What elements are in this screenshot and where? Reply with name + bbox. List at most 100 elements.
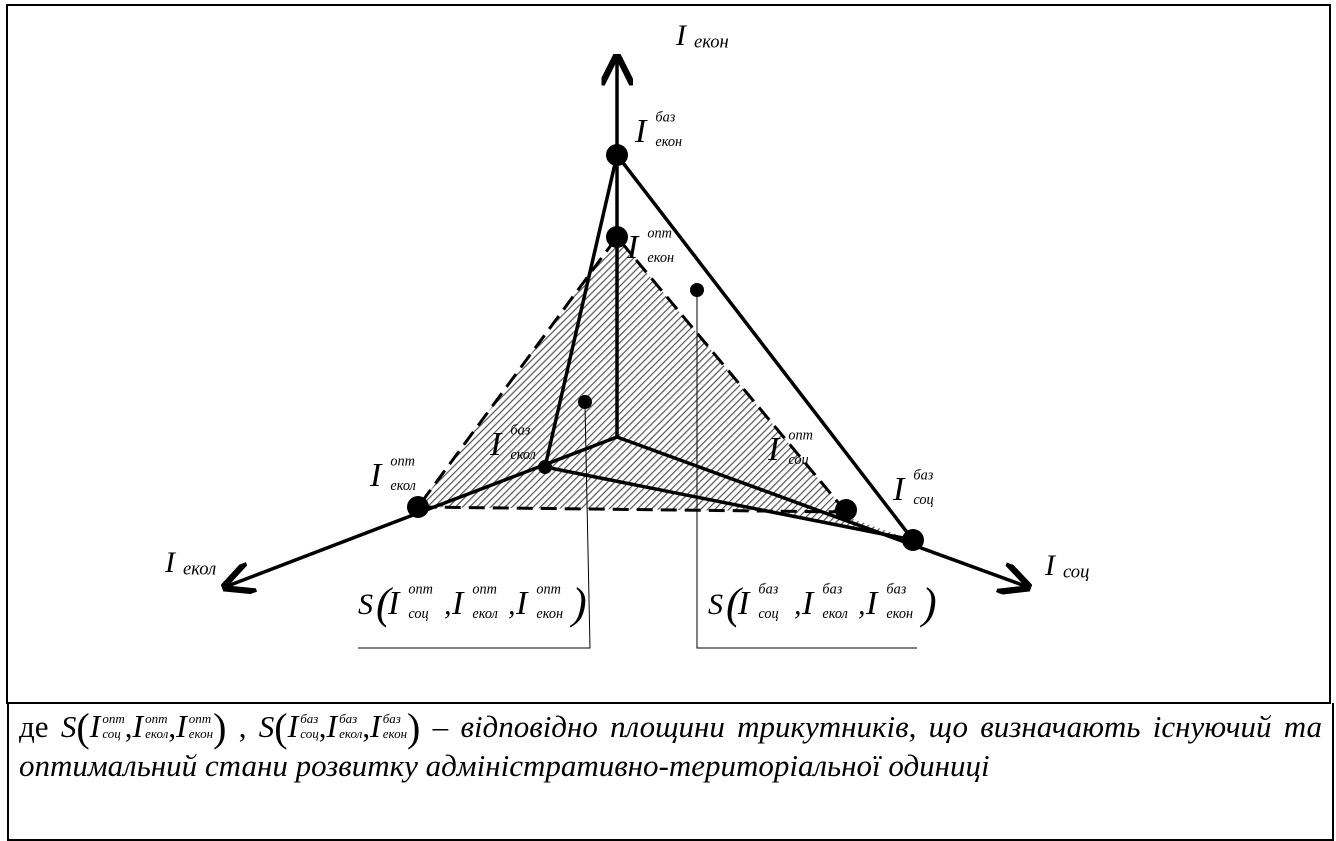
term-sub: екол bbox=[390, 478, 415, 494]
term-sup: баз bbox=[339, 711, 358, 726]
separator: , bbox=[238, 709, 247, 744]
term-sub: екон bbox=[382, 726, 408, 741]
term-base: I bbox=[626, 229, 640, 266]
term-base: I bbox=[369, 457, 383, 494]
term-sup: баз bbox=[510, 423, 530, 439]
term-base: I bbox=[489, 426, 503, 463]
term-base: I bbox=[132, 708, 144, 744]
term-sup: баз bbox=[822, 582, 842, 598]
term-sub: екол bbox=[822, 606, 847, 622]
term-sup: баз bbox=[382, 711, 401, 726]
optimal-area bbox=[418, 237, 846, 512]
term-sup: опт bbox=[102, 711, 125, 726]
sep: , bbox=[168, 709, 177, 744]
term-sub: екон bbox=[536, 606, 563, 622]
sep: , bbox=[508, 588, 516, 621]
term-base: I bbox=[515, 585, 529, 622]
term-base: I bbox=[164, 546, 177, 579]
term-base: I bbox=[370, 708, 381, 744]
term-base: I bbox=[634, 113, 648, 150]
term-sub: соц bbox=[408, 606, 428, 622]
paren: ( bbox=[726, 579, 743, 628]
term-base: I bbox=[1044, 549, 1057, 582]
area-prefix: S bbox=[258, 709, 275, 744]
term-sup: опт bbox=[188, 711, 212, 726]
term-sub: екол bbox=[472, 606, 497, 622]
term-base: I bbox=[176, 708, 187, 744]
paren: ( bbox=[376, 579, 393, 628]
term-sub: екол bbox=[339, 726, 363, 741]
term-base: I bbox=[326, 708, 338, 744]
term-base: I bbox=[767, 431, 781, 468]
term-sub: екон bbox=[655, 134, 682, 150]
term-sup: опт bbox=[647, 226, 672, 242]
sep: , bbox=[858, 588, 866, 621]
term-sub: екон bbox=[886, 606, 913, 622]
term-base: I bbox=[865, 585, 879, 622]
term-sup: опт bbox=[472, 582, 497, 598]
term-base: I bbox=[287, 708, 299, 744]
sep: , bbox=[362, 709, 371, 744]
term-sub: соц bbox=[300, 726, 319, 741]
term-sup: опт bbox=[390, 454, 415, 470]
term-sup: опт bbox=[536, 582, 561, 598]
term-sup: опт bbox=[788, 428, 813, 444]
term-sup: баз bbox=[758, 582, 778, 598]
sep: , bbox=[124, 709, 133, 744]
term-sup: опт bbox=[408, 582, 433, 598]
term-sub: соц bbox=[102, 726, 121, 741]
base-triangle bbox=[542, 150, 918, 543]
dash: – bbox=[432, 709, 449, 744]
sep: , bbox=[318, 709, 327, 744]
sep: , bbox=[444, 588, 452, 621]
area-prefix: S bbox=[708, 588, 723, 621]
term-sup: баз bbox=[913, 468, 933, 484]
term-base: I bbox=[892, 471, 906, 508]
paren: ) bbox=[407, 705, 421, 750]
term-stack: опт екол bbox=[145, 711, 168, 741]
term-base: I bbox=[737, 585, 751, 622]
term-sup: баз bbox=[886, 582, 906, 598]
term-sub: екол bbox=[510, 447, 535, 463]
caption-lead: де bbox=[19, 709, 49, 744]
term-stack: баз соц bbox=[300, 711, 318, 741]
term-sub: соц bbox=[758, 606, 778, 622]
term-sup: опт bbox=[145, 711, 168, 726]
area-prefix: S bbox=[60, 709, 77, 744]
optimal-triangle bbox=[415, 234, 848, 514]
term-sub: екон bbox=[188, 726, 214, 741]
term-sub: екон bbox=[647, 250, 674, 266]
frame bbox=[6, 4, 1331, 704]
paren: ( bbox=[76, 705, 90, 750]
leaders bbox=[358, 292, 917, 649]
sep: , bbox=[794, 588, 802, 621]
paren: ) bbox=[919, 579, 937, 628]
base-area bbox=[545, 437, 913, 540]
term-base: I bbox=[801, 585, 815, 622]
term-base: I bbox=[451, 585, 465, 622]
term-stack: опт соц bbox=[102, 711, 124, 741]
term-base: I bbox=[89, 708, 101, 744]
term-sub: соц bbox=[913, 492, 933, 508]
term-stack: баз екон bbox=[383, 711, 407, 741]
term-sub: екол bbox=[183, 558, 216, 579]
term-sub: соц bbox=[788, 452, 808, 468]
term-base: I bbox=[675, 19, 688, 52]
paren: ) bbox=[569, 579, 587, 628]
paren: ) bbox=[213, 705, 227, 750]
term-sup: баз bbox=[655, 110, 675, 126]
term-stack: опт екон bbox=[189, 711, 213, 741]
term-sub: соц bbox=[1063, 561, 1089, 582]
term-base: I bbox=[387, 585, 401, 622]
term-sup: баз bbox=[300, 711, 319, 726]
